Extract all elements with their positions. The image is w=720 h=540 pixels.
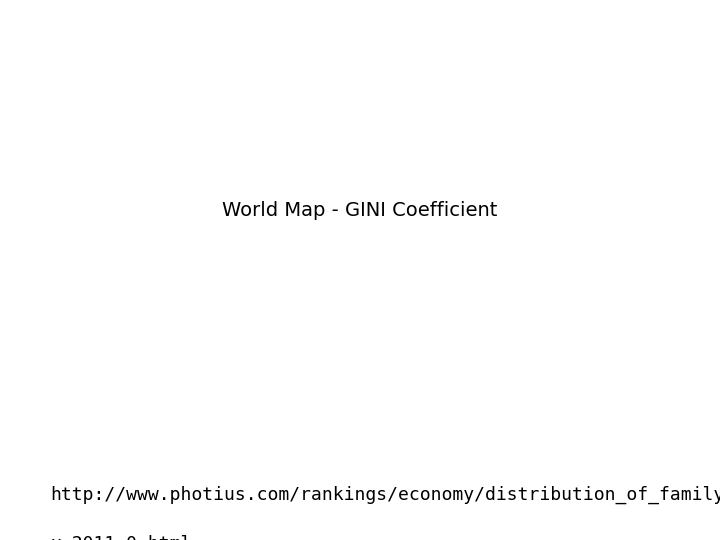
Text: World Map - GINI Coefficient: World Map - GINI Coefficient [222,201,498,220]
Text: x_2011_0.html: x_2011_0.html [50,535,192,540]
Text: http://www.photius.com/rankings/economy/distribution_of_family_income_gini_inde: http://www.photius.com/rankings/economy/… [50,485,720,504]
